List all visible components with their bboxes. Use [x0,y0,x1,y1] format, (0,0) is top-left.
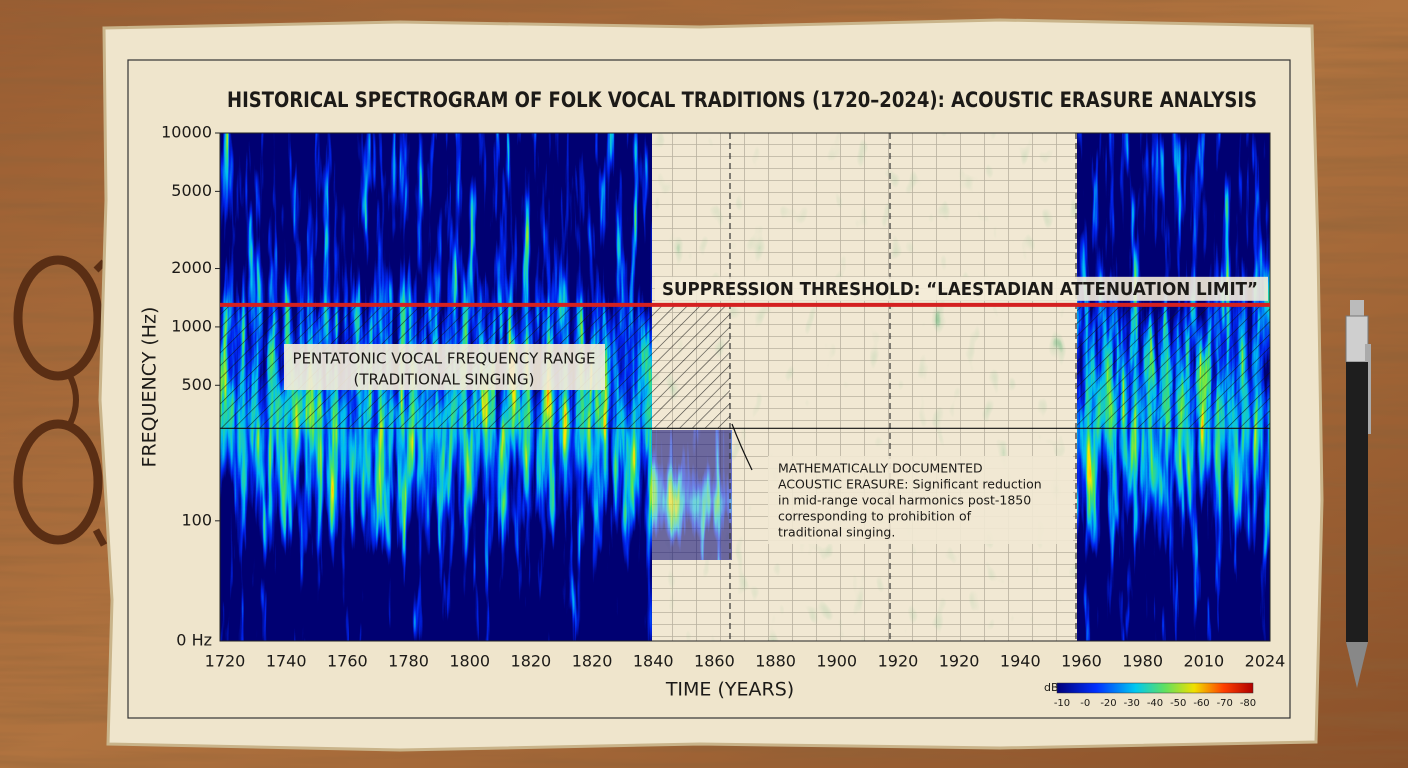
residual-spectrum [652,430,732,560]
annotation-box [768,456,1073,544]
x-tick-label: 1980 [1122,652,1163,671]
x-tick-label: 1920 [878,652,919,671]
band-label-box [284,344,605,390]
annotation-leader [731,423,753,471]
y-tick-label: 10000 [161,123,212,142]
y-tick-label: 5000 [171,181,212,200]
x-tick-label: 1960 [1061,652,1102,671]
band-hatch [1077,304,1270,429]
chart-title: HISTORICAL SPECTROGRAM OF FOLK VOCAL TRA… [227,88,1257,112]
pencil [1345,300,1371,688]
x-tick-label: 1800 [449,652,490,671]
x-tick-label: 1780 [388,652,429,671]
y-tick-label: 2000 [171,258,212,277]
colorbar-tick-label: -60 [1193,698,1209,709]
x-tick-label: 2024 [1245,652,1286,671]
annotation-text: corresponding to prohibition of [778,509,972,524]
colorbar-tick-label: -20 [1100,698,1116,709]
x-tick-label: 1840 [633,652,674,671]
colorbar-tick-label: -30 [1124,698,1140,709]
band-hatch [652,304,730,429]
colorbar-tick-label: -10 [1054,698,1070,709]
frame [127,59,1291,719]
x-tick-label: 1860 [694,652,735,671]
x-tick-label: 1820 [511,652,552,671]
x-tick-label: 1920 [939,652,980,671]
colorbar-tick-label: -80 [1240,698,1256,709]
x-tick-label: 1820 [572,652,613,671]
y-origin-label: 0 Hz [176,631,212,650]
x-tick-label: 1940 [1000,652,1041,671]
y-tick-label: 1000 [171,316,212,335]
x-tick-label: 1900 [816,652,857,671]
y-axis-label: FREQUENCY (Hz) [139,307,161,468]
x-tick-label: 1740 [266,652,307,671]
x-tick-label: 1760 [327,652,368,671]
threshold-label-box [655,276,1268,301]
x-axis-label: TIME (YEARS) [665,679,794,701]
x-tick-label: 1720 [205,652,246,671]
band-label: PENTATONIC VOCAL FREQUENCY RANGE [293,350,596,368]
eyeglasses [13,255,108,547]
y-tick-label: 100 [181,510,212,529]
threshold-label: SUPPRESSION THRESHOLD: “LAESTADIAN ATTEN… [662,279,1258,300]
annotation-text: traditional singing. [778,525,895,540]
x-tick-label: 2010 [1183,652,1224,671]
annotation-text: in mid-range vocal harmonics post-1850 [778,493,1031,508]
colorbar-tick-label: -70 [1217,698,1233,709]
annotation-text: MATHEMATICALLY DOCUMENTED [778,461,983,476]
colorbar [1056,682,1254,694]
annotation-text: ACOUSTIC ERASURE: Significant reduction [778,477,1042,492]
colorbar-label: dB [1044,681,1059,694]
y-tick-label: 500 [181,375,212,394]
band-label: (TRADITIONAL SINGING) [354,371,535,389]
colorbar-tick-label: -0 [1080,698,1090,709]
colorbar-tick-label: -40 [1147,698,1163,709]
colorbar-tick-label: -50 [1170,698,1186,709]
x-tick-label: 1880 [755,652,796,671]
